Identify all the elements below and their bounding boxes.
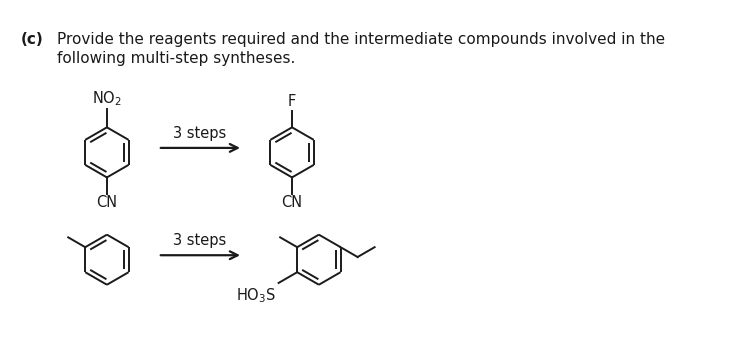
Text: following multi-step syntheses.: following multi-step syntheses. — [57, 51, 296, 66]
Text: 3 steps: 3 steps — [173, 233, 226, 248]
Text: CN: CN — [96, 195, 118, 210]
Text: HO$_3$S: HO$_3$S — [236, 287, 276, 305]
Text: CN: CN — [281, 195, 302, 210]
Text: NO$_2$: NO$_2$ — [92, 89, 122, 108]
Text: Provide the reagents required and the intermediate compounds involved in the: Provide the reagents required and the in… — [57, 32, 665, 47]
Text: 3 steps: 3 steps — [173, 126, 226, 141]
Text: F: F — [288, 95, 296, 109]
Text: (c): (c) — [21, 32, 44, 47]
